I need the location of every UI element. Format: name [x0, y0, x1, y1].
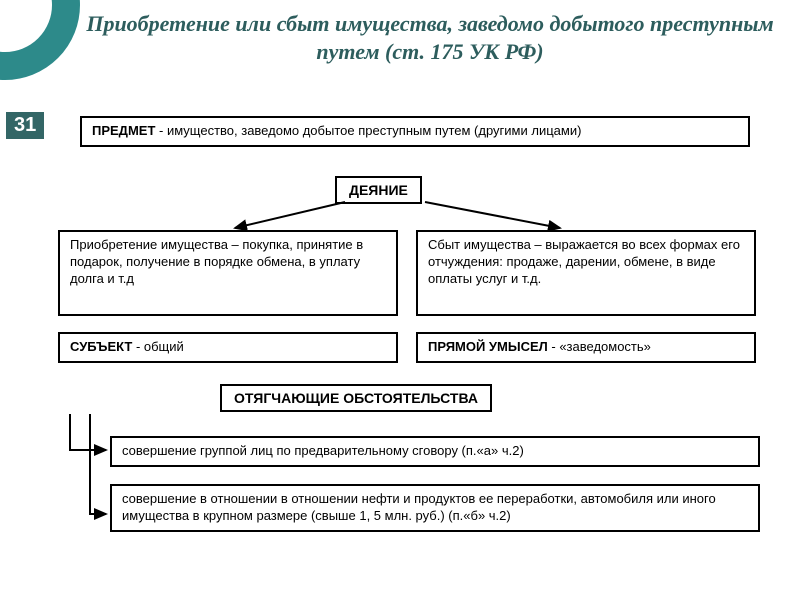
aggravating-label: ОТЯГЧАЮЩИЕ ОБСТОЯТЕЛЬСТВА: [220, 384, 492, 412]
subject-box: ПРЕДМЕТ - имущество, заведомо добытое пр…: [80, 116, 750, 147]
subject-actor-box: СУБЪЕКТ - общий: [58, 332, 398, 363]
act-label: ДЕЯНИЕ: [335, 176, 422, 204]
aggravating-1-box: совершение группой лиц по предварительно…: [110, 436, 760, 467]
subject-label: ПРЕДМЕТ: [92, 123, 155, 138]
intent-text: - «заведомость»: [548, 339, 651, 354]
aggravating-2-box: совершение в отношении в отношении нефти…: [110, 484, 760, 532]
circle-decoration: [0, 0, 80, 80]
intent-label: ПРЯМОЙ УМЫСЕЛ: [428, 339, 548, 354]
slide-title: Приобретение или сбыт имущества, заведом…: [80, 10, 780, 65]
act-right-box: Сбыт имущества – выражается во всех форм…: [416, 230, 756, 316]
subject-text: - имущество, заведомо добытое преступным…: [155, 123, 581, 138]
intent-box: ПРЯМОЙ УМЫСЕЛ - «заведомость»: [416, 332, 756, 363]
slide-number: 31: [6, 112, 44, 139]
act-left-box: Приобретение имущества – покупка, принят…: [58, 230, 398, 316]
subject-actor-text: - общий: [132, 339, 183, 354]
subject-actor-label: СУБЪЕКТ: [70, 339, 132, 354]
